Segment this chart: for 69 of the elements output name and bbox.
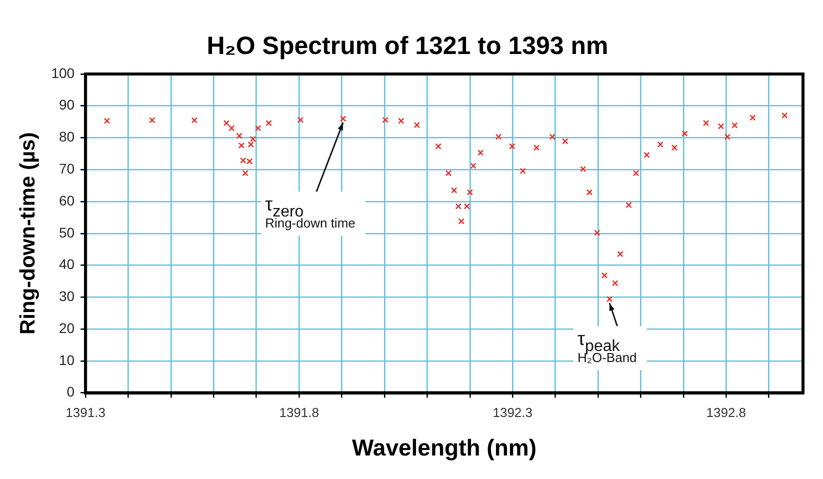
point [632, 170, 640, 176]
point [398, 118, 404, 124]
point [470, 162, 476, 169]
point [594, 230, 600, 236]
point [382, 116, 388, 124]
point [520, 168, 526, 174]
point [533, 144, 540, 151]
point [580, 166, 586, 172]
point [340, 116, 346, 122]
point [606, 296, 613, 302]
point [495, 134, 502, 140]
point [586, 189, 593, 196]
point [732, 122, 738, 128]
point [238, 142, 245, 149]
point [782, 112, 788, 119]
y-tick-label: 50 [58, 224, 75, 240]
y-tick-label: 70 [58, 160, 75, 176]
point [617, 250, 624, 258]
point [242, 170, 248, 176]
x-tick-label: 1392.3 [492, 405, 532, 420]
x-axis-title: Wavelength (nm) [352, 434, 536, 461]
point [236, 132, 242, 139]
point [254, 125, 262, 132]
point [702, 120, 710, 126]
point [671, 144, 678, 151]
x-tick-label: 1391.8 [279, 405, 319, 420]
point [450, 187, 458, 194]
point [455, 203, 462, 210]
y-tick-label: 20 [58, 320, 75, 336]
point [749, 114, 756, 121]
y-tick-label: 0 [66, 384, 75, 400]
chart-title: H₂O Spectrum of 1321 to 1393 nm [206, 32, 608, 60]
point [657, 141, 664, 148]
point [626, 202, 632, 208]
x-tick-label: 1392.8 [706, 405, 746, 420]
point [466, 189, 474, 196]
x-tick-label: 1391.3 [66, 405, 106, 420]
point [266, 120, 272, 126]
point [240, 157, 246, 164]
y-tick-label: 80 [58, 128, 75, 145]
point [601, 272, 608, 279]
point [228, 125, 235, 132]
point [509, 143, 516, 150]
point [445, 170, 452, 176]
point [191, 117, 198, 124]
y-tick-label: 90 [58, 96, 75, 113]
point [549, 134, 556, 140]
point [414, 122, 420, 128]
point [612, 280, 618, 286]
point [644, 152, 650, 158]
point [477, 150, 484, 156]
point [682, 130, 688, 137]
y-tick-label: 30 [58, 288, 75, 304]
y-tick-label: 60 [58, 192, 75, 208]
point [724, 134, 731, 140]
point [718, 123, 724, 130]
point [246, 158, 253, 164]
point [562, 138, 568, 144]
point [223, 120, 230, 126]
point [297, 116, 304, 124]
point [149, 117, 156, 124]
point [464, 203, 470, 210]
y-tick-label: 40 [58, 256, 75, 272]
y-axis-title: Ring-down-time (µs) [16, 132, 40, 335]
point [104, 118, 110, 124]
point [458, 218, 464, 224]
y-tick-label: 10 [58, 352, 75, 368]
point [435, 143, 442, 150]
y-tick-label: 100 [51, 64, 75, 81]
